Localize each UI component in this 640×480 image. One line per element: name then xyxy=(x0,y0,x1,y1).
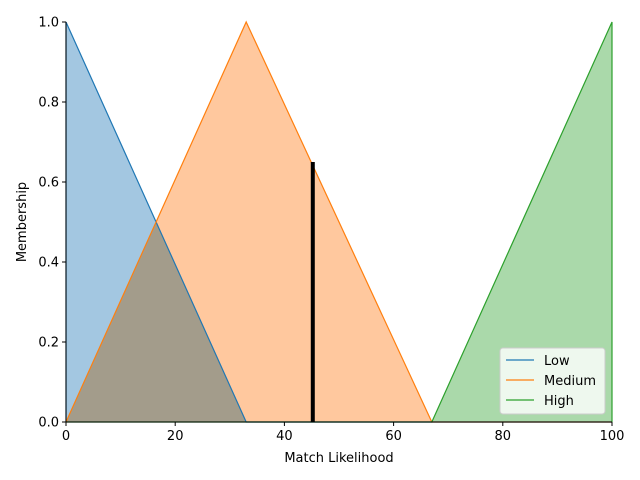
x-ticks: 0 20 40 60 80 100 xyxy=(62,422,625,444)
legend-box xyxy=(499,347,606,415)
axes xyxy=(65,22,612,423)
legend-label-high: High xyxy=(544,394,574,409)
y-tick-label: 1.0 xyxy=(38,16,59,31)
y-tick-label: 0.6 xyxy=(38,176,59,191)
y-tick-label: 0.8 xyxy=(38,96,59,111)
x-tick-label: 80 xyxy=(495,429,512,444)
legend-label-medium: Medium xyxy=(544,374,596,389)
x-axis-label: Match Likelihood xyxy=(284,451,393,466)
x-tick-label: 20 xyxy=(167,429,184,444)
y-tick-label: 0.4 xyxy=(38,256,59,271)
y-tick-label: 0.2 xyxy=(38,336,59,351)
y-ticks: 0.0 0.2 0.4 0.6 0.8 1.0 xyxy=(38,16,66,431)
x-tick-label: 0 xyxy=(62,429,70,444)
y-axis-label: Membership xyxy=(15,182,30,262)
x-tick-label: 40 xyxy=(276,429,293,444)
x-tick-label: 100 xyxy=(600,429,625,444)
legend-label-low: Low xyxy=(544,354,570,369)
y-tick-label: 0.0 xyxy=(38,416,59,431)
x-tick-label: 60 xyxy=(385,429,402,444)
legend: Low Medium High xyxy=(499,347,606,415)
